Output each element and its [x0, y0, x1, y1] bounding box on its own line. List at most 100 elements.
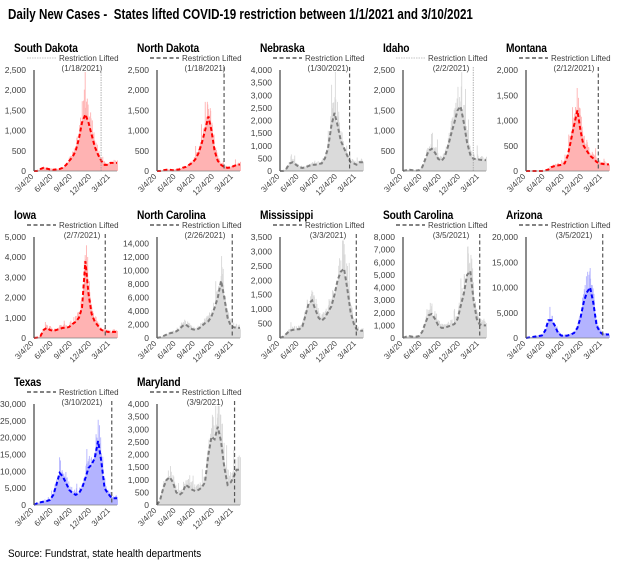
daily-bar — [117, 160, 118, 171]
x-tick-label: 12/4/20 — [191, 339, 217, 365]
legend-label: Restriction Lifted — [551, 54, 611, 63]
x-tick-label: 6/4/20 — [279, 339, 301, 361]
chart-panel: Texas Restriction Lifted (3/10/2021) 0 5,000… — [0, 375, 123, 540]
moving-average-line — [157, 116, 241, 172]
daily-bar — [363, 161, 364, 171]
panel-title: Maryland — [137, 375, 181, 389]
chart-panel: South Carolina Restriction Lifted (3/5/202… — [369, 208, 492, 373]
y-tick-label: 0 — [513, 166, 518, 176]
moving-average-line — [402, 104, 486, 172]
y-tick-label: 2,000 — [128, 320, 150, 330]
x-tick-label: 3/4/21 — [90, 506, 112, 528]
legend-label: Restriction Lifted — [428, 221, 488, 230]
moving-average-line — [280, 112, 363, 172]
moving-average-line — [525, 284, 609, 339]
panel-title: Nebraska — [260, 41, 305, 55]
y-tick-label: 5,000 — [497, 308, 519, 318]
page-title: Daily New Cases - States lifted COVID-19… — [8, 7, 473, 23]
panel-chart: Restriction Lifted(1/18/2021) 0 500 1,000 1,… — [128, 54, 242, 197]
lift-date-label: (2/2/2021) — [433, 64, 470, 73]
cases-area — [34, 441, 117, 505]
chart-panel: Montana Restriction Lifted (2/12/2021) 0 500… — [492, 41, 615, 206]
x-tick-label: 6/4/20 — [156, 172, 178, 194]
y-tick-label: 14,000 — [123, 239, 149, 249]
x-tick-label: 3/4/21 — [582, 172, 604, 194]
y-tick-label: 0 — [144, 166, 149, 176]
panel-chart: Restriction Lifted(3/5/2021) 0 5,000 10,000… — [492, 221, 611, 364]
x-tick-label: 12/4/20 — [560, 172, 586, 198]
y-tick-label: 7,000 — [374, 245, 396, 255]
y-tick-label: 2,500 — [251, 103, 273, 113]
x-tick-label: 12/4/20 — [191, 506, 217, 532]
y-tick-label: 10,000 — [0, 466, 26, 476]
y-tick-label: 0 — [390, 166, 395, 176]
x-tick-label: 3/4/21 — [459, 172, 481, 194]
panel-chart: Restriction Lifted(3/10/2021) 0 5,000 10,00… — [0, 388, 119, 531]
panel-title: Idaho — [383, 41, 410, 55]
y-tick-label: 20,000 — [0, 433, 26, 443]
y-tick-label: 2,000 — [128, 450, 150, 460]
panel-title: Montana — [506, 41, 547, 55]
moving-average-line — [156, 426, 240, 506]
x-tick-label: 6/4/20 — [33, 339, 55, 361]
daily-bar — [240, 329, 241, 338]
y-tick-label: 1,500 — [374, 105, 396, 115]
y-tick-label: 500 — [381, 146, 395, 156]
y-tick-label: 5,000 — [374, 270, 396, 280]
y-tick-label: 4,000 — [128, 306, 150, 316]
lift-date-label: (3/9/2021) — [187, 398, 224, 407]
daily-bar — [609, 335, 610, 338]
panel-chart: Restriction Lifted(1/30/2021) 0 500 1,000 1,… — [251, 54, 365, 197]
panel-title: South Dakota — [14, 41, 78, 55]
x-tick-label: 3/4/21 — [213, 172, 235, 194]
y-tick-label: 2,500 — [5, 65, 27, 75]
y-tick-label: 2,000 — [374, 308, 396, 318]
y-tick-label: 0 — [390, 333, 395, 343]
x-tick-label: 12/4/20 — [437, 172, 463, 198]
panel-chart: Restriction Lifted(2/26/2021) 0 2,000 4,000… — [123, 221, 242, 365]
panel-title: Iowa — [14, 208, 36, 222]
y-tick-label: 1,000 — [497, 116, 519, 126]
x-tick-label: 3/4/21 — [582, 339, 604, 361]
panel-chart: Restriction Lifted(3/5/2021) 0 1,000 2,000 3… — [374, 221, 488, 364]
daily-bar — [117, 331, 118, 338]
y-tick-label: 500 — [135, 487, 149, 497]
lift-date-label: (2/26/2021) — [185, 231, 226, 240]
y-tick-label: 3,000 — [251, 90, 273, 100]
y-tick-label: 4,000 — [374, 283, 396, 293]
y-tick-label: 15,000 — [0, 450, 26, 460]
lift-date-label: (3/5/2021) — [556, 231, 593, 240]
cases-area — [526, 287, 609, 338]
panel-title: North Carolina — [137, 208, 206, 222]
cases-area — [157, 426, 240, 505]
legend-label: Restriction Lifted — [59, 221, 119, 230]
y-tick-label: 0 — [144, 500, 149, 510]
y-tick-label: 2,000 — [251, 275, 273, 285]
y-tick-label: 4,000 — [251, 65, 273, 75]
y-tick-label: 2,000 — [128, 85, 150, 95]
lift-date-label: (1/30/2021) — [308, 64, 349, 73]
legend-label: Restriction Lifted — [59, 54, 119, 63]
y-tick-label: 0 — [144, 333, 149, 343]
y-tick-label: 1,500 — [128, 105, 150, 115]
x-tick-label: 6/4/20 — [33, 506, 55, 528]
x-tick-label: 12/4/20 — [68, 339, 94, 365]
lift-date-label: (3/5/2021) — [433, 231, 470, 240]
panel-chart: Restriction Lifted(2/2/2021) 0 500 1,000 1,5… — [374, 54, 488, 198]
lift-date-label: (1/18/2021) — [185, 64, 226, 73]
y-tick-label: 12,000 — [123, 252, 149, 262]
y-tick-label: 15,000 — [492, 257, 518, 267]
cases-area — [526, 110, 609, 171]
lift-date-label: (1/18/2021) — [62, 64, 103, 73]
x-tick-label: 6/4/20 — [402, 339, 424, 361]
daily-bar — [486, 323, 487, 338]
x-tick-label: 6/4/20 — [156, 339, 178, 361]
x-tick-label: 12/4/20 — [314, 339, 340, 365]
daily-bar — [117, 497, 118, 505]
y-tick-label: 2,000 — [374, 85, 396, 95]
x-tick-label: 6/4/20 — [402, 172, 424, 194]
y-tick-label: 2,500 — [128, 65, 150, 75]
y-tick-label: 1,000 — [5, 313, 27, 323]
y-tick-label: 25,000 — [0, 416, 26, 426]
daily-bar — [177, 483, 179, 505]
